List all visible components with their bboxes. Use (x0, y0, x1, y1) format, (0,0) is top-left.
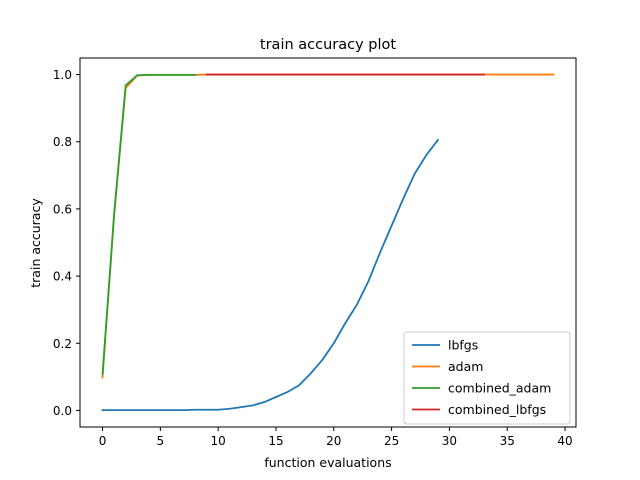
legend-label: combined_lbfgs (448, 402, 546, 417)
x-tick-label: 15 (268, 434, 283, 448)
legend: lbfgs adam combined_adam combined_lbfgs (403, 331, 571, 425)
y-tick-label: 0.4 (53, 270, 72, 284)
x-tick-label: 20 (326, 434, 341, 448)
x-tick-label: 25 (384, 434, 399, 448)
legend-label: lbfgs (448, 338, 478, 353)
axes-layer: 0 5 10 15 20 25 30 35 40 0.0 0.2 0.4 0.6 0.8 1.0 (53, 57, 577, 448)
legend-box (403, 331, 571, 425)
series-line-lbfgs (101, 138, 440, 412)
x-tick-label: 10 (211, 434, 226, 448)
y-tick-label: 0.6 (53, 202, 72, 216)
plot-frame (79, 57, 577, 428)
y-tick-label: 0.0 (53, 404, 72, 418)
y-tick-label: 1.0 (53, 68, 72, 82)
legend-label: adam (448, 359, 483, 374)
legend-label: combined_adam (448, 381, 551, 396)
series-layer (101, 73, 555, 412)
y-tick-label: 0.8 (53, 135, 72, 149)
x-tick-label: 40 (557, 434, 572, 448)
y-tick-label: 0.2 (53, 337, 72, 351)
x-tick-label: 30 (442, 434, 457, 448)
chart-title: train accuracy plot (260, 37, 396, 53)
x-tick-label: 35 (500, 434, 515, 448)
x-axis-label: function evaluations (264, 455, 391, 470)
series-line-combined-adam (101, 73, 196, 376)
y-axis-label: train accuracy (28, 198, 43, 288)
x-tick-label: 5 (157, 434, 165, 448)
x-tick-label: 0 (99, 434, 107, 448)
